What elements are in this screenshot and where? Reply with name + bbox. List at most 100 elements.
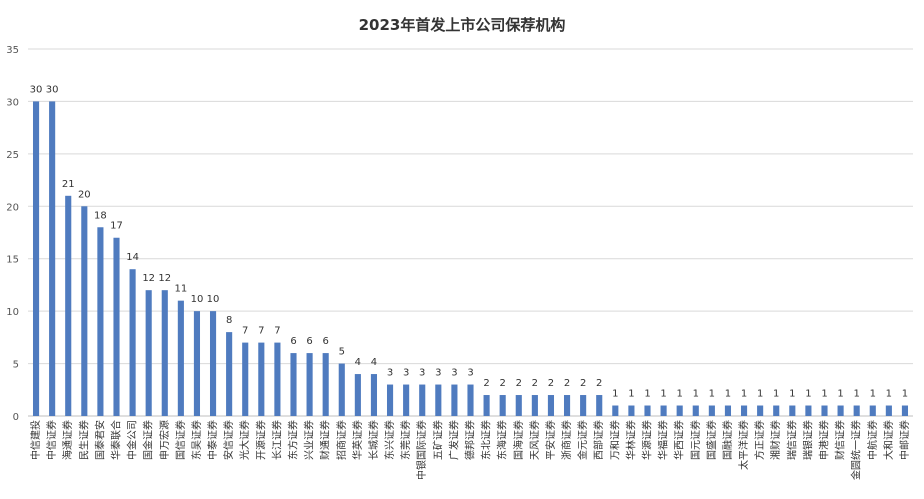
x-tick-label: 国金证券 <box>142 420 155 460</box>
x-tick-label: 中信建投 <box>29 420 42 460</box>
data-label: 2 <box>483 378 489 389</box>
bar <box>451 384 458 416</box>
x-tick-label: 国盛证券 <box>705 420 718 460</box>
data-label: 3 <box>387 368 393 379</box>
data-label: 20 <box>78 189 91 200</box>
x-tick-label: 兴业证券 <box>303 420 316 460</box>
x-tick-label: 长江证券 <box>270 420 283 460</box>
data-label: 1 <box>902 389 908 400</box>
bar <box>467 384 474 416</box>
x-tick-label: 中泰证券 <box>206 420 219 460</box>
bar <box>209 311 217 416</box>
x-tick-label: 安信证券 <box>222 420 235 460</box>
data-label: 2 <box>548 378 554 389</box>
x-tick-label: 西部证券 <box>592 420 605 460</box>
bar <box>773 405 780 416</box>
x-tick-label: 德邦证券 <box>464 420 477 460</box>
x-tick-label: 东方证券 <box>287 420 300 460</box>
bar <box>161 290 168 416</box>
data-label: 10 <box>191 294 204 305</box>
x-tick-label: 华西证券 <box>673 420 686 460</box>
y-tick-label: 25 <box>6 150 19 161</box>
data-label: 3 <box>451 368 457 379</box>
bar <box>65 195 72 416</box>
data-label: 3 <box>467 368 473 379</box>
bar <box>805 405 812 416</box>
data-label: 21 <box>62 179 75 190</box>
data-label: 2 <box>499 378 505 389</box>
y-tick-label: 20 <box>6 202 19 213</box>
data-label: 1 <box>741 389 747 400</box>
data-label: 18 <box>94 210 107 221</box>
bar <box>113 237 120 416</box>
x-tick-label: 华福证券 <box>657 420 670 460</box>
bar <box>628 405 635 416</box>
data-label: 4 <box>371 357 377 368</box>
data-label: 30 <box>46 84 59 95</box>
y-tick-label: 15 <box>6 255 19 266</box>
data-label: 12 <box>142 273 155 284</box>
x-tick-label: 华源证券 <box>641 420 654 460</box>
y-tick-label: 10 <box>6 307 19 318</box>
bar <box>354 374 361 416</box>
bar <box>547 395 555 416</box>
data-label: 5 <box>339 347 345 358</box>
x-tick-label: 五矿证券 <box>431 420 444 460</box>
x-tick-label: 中信证券 <box>45 420 58 460</box>
bar <box>49 101 56 416</box>
bar <box>242 342 249 416</box>
x-tick-label: 中银国际证券 <box>415 420 428 480</box>
x-tick-label: 广发证券 <box>447 420 460 460</box>
data-label: 1 <box>837 389 843 400</box>
bar <box>596 395 603 416</box>
data-label: 7 <box>258 326 264 337</box>
x-tick-label: 东海证券 <box>496 420 509 460</box>
x-tick-label: 海通证券 <box>61 420 74 460</box>
x-tick-label: 财信证券 <box>834 420 847 460</box>
bar <box>386 384 394 416</box>
x-tick-label: 太平洋证券 <box>737 420 750 470</box>
x-tick-label: 中金公司 <box>126 420 139 460</box>
bar <box>483 395 490 416</box>
bar <box>676 405 683 416</box>
bar <box>885 405 892 416</box>
data-label: 2 <box>596 378 602 389</box>
bar <box>644 405 651 416</box>
bar <box>145 290 152 416</box>
x-tick-label: 国海证券 <box>512 420 525 460</box>
bar <box>789 405 796 416</box>
x-tick-label: 长城证券 <box>367 420 380 460</box>
data-label: 30 <box>30 84 43 95</box>
data-label: 1 <box>853 389 859 400</box>
bar <box>837 405 844 416</box>
data-label: 12 <box>158 273 171 284</box>
bar <box>869 405 876 416</box>
y-tick-label: 5 <box>13 360 19 371</box>
bar <box>757 405 764 416</box>
x-axis-ticks: 中信建投 中信证券 海通证券 民生证券 国泰君安 华泰联合 中金公司 国金证券 申万宏源 国信证券… <box>29 420 911 480</box>
data-label: 6 <box>322 336 328 347</box>
x-tick-label: 开源证券 <box>254 420 267 460</box>
bar <box>531 395 538 416</box>
data-label: 8 <box>226 315 232 326</box>
data-label: 1 <box>870 389 876 400</box>
x-tick-label: 东莞证券 <box>399 420 412 460</box>
y-tick-label: 30 <box>6 97 19 108</box>
data-label: 17 <box>110 221 123 232</box>
bar <box>274 342 281 416</box>
bar <box>370 374 378 416</box>
x-tick-label: 东吴证券 <box>190 420 203 460</box>
data-label: 4 <box>355 357 361 368</box>
bar <box>338 363 345 416</box>
x-tick-label: 国元证券 <box>689 420 702 460</box>
data-label: 7 <box>242 326 248 337</box>
bar <box>419 384 426 416</box>
data-label: 3 <box>419 368 425 379</box>
bar <box>821 405 828 416</box>
data-label: 3 <box>403 368 409 379</box>
data-label: 1 <box>612 389 618 400</box>
data-label: 6 <box>306 336 312 347</box>
x-tick-label: 国信证券 <box>174 420 187 460</box>
x-tick-label: 中邮证券 <box>898 420 911 460</box>
